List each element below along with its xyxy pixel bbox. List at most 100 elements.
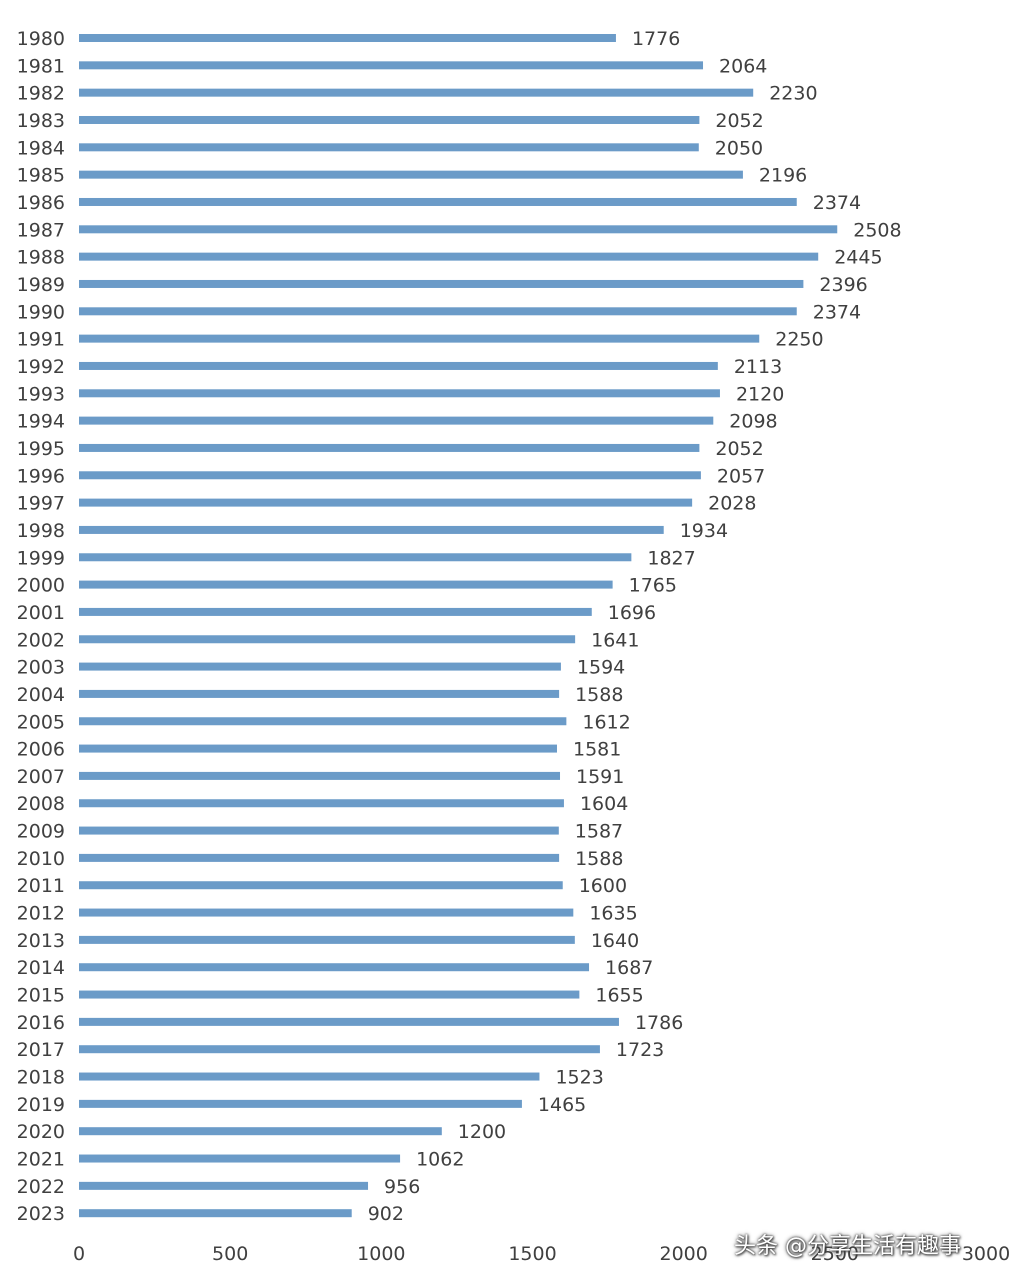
bar: [79, 853, 560, 862]
category-label: 2018: [17, 1067, 65, 1089]
category-label: 2017: [17, 1039, 65, 1061]
data-label: 2028: [708, 493, 756, 515]
bar: [79, 197, 797, 206]
data-label: 2052: [715, 438, 763, 460]
data-label: 2196: [759, 165, 807, 187]
bar: [79, 1072, 540, 1081]
data-label: 2050: [715, 137, 763, 159]
bar: [79, 225, 838, 234]
data-label: 1591: [576, 766, 624, 788]
bar: [79, 525, 664, 534]
category-label: 2005: [17, 711, 65, 733]
category-label: 1992: [17, 356, 65, 378]
bar: [79, 443, 700, 452]
bar: [79, 908, 574, 917]
category-label: 1996: [17, 465, 65, 487]
data-label: 1655: [595, 985, 643, 1007]
category-label: 1990: [17, 301, 65, 323]
category-label: 1989: [17, 274, 65, 296]
category-label: 2014: [17, 957, 65, 979]
bar: [79, 34, 616, 42]
category-label: 1988: [17, 247, 65, 269]
data-label: 902: [368, 1203, 404, 1225]
data-label: 1587: [575, 821, 623, 843]
category-label: 2021: [17, 1149, 65, 1171]
data-label: 1588: [575, 848, 623, 870]
bar: [79, 607, 592, 616]
category-label: 1995: [17, 438, 65, 460]
data-label: 1604: [580, 793, 628, 815]
category-label: 2019: [17, 1094, 65, 1116]
category-label: 2013: [17, 930, 65, 952]
category-label: 1987: [17, 219, 65, 241]
data-label: 1641: [591, 629, 639, 651]
x-tick-label: 500: [212, 1243, 248, 1265]
bar: [79, 963, 590, 972]
data-label: 1934: [680, 520, 728, 542]
data-label: 1062: [416, 1149, 464, 1171]
data-label: 1723: [616, 1039, 664, 1061]
data-label: 2052: [715, 110, 763, 132]
bar: [79, 799, 564, 808]
bar: [79, 143, 699, 152]
category-label: 1985: [17, 165, 65, 187]
bar: [79, 826, 559, 835]
data-label: 956: [384, 1176, 420, 1198]
data-label: 1765: [629, 575, 677, 597]
bar: [79, 88, 754, 97]
bar: [79, 935, 575, 944]
bar: [79, 717, 567, 726]
bar: [79, 689, 560, 698]
bar: [79, 279, 804, 288]
bar: [79, 635, 576, 644]
bar: [79, 115, 700, 124]
category-label: 2008: [17, 793, 65, 815]
data-label: 1594: [577, 657, 625, 679]
category-label: 1998: [17, 520, 65, 542]
bar: [79, 416, 714, 425]
data-label: 1200: [458, 1121, 506, 1143]
category-label: 2010: [17, 848, 65, 870]
data-label: 1523: [555, 1067, 603, 1089]
category-label: 2011: [17, 875, 65, 897]
category-label: 2002: [17, 629, 65, 651]
bar: [79, 1099, 522, 1108]
bar: [79, 1181, 369, 1190]
category-label: 1981: [17, 55, 65, 77]
bar: [79, 471, 701, 480]
category-label: 2022: [17, 1176, 65, 1198]
category-label: 2009: [17, 821, 65, 843]
data-label: 2064: [719, 55, 767, 77]
bar: [79, 361, 718, 370]
category-label: 2007: [17, 766, 65, 788]
data-label: 2396: [819, 274, 867, 296]
category-label: 2023: [17, 1203, 65, 1225]
bar: [79, 553, 632, 562]
category-label: 2003: [17, 657, 65, 679]
bar: [79, 881, 563, 890]
category-label: 2016: [17, 1012, 65, 1034]
data-label: 1687: [605, 957, 653, 979]
bar: [79, 744, 557, 753]
category-label: 1983: [17, 110, 65, 132]
category-label: 1980: [17, 28, 65, 50]
category-label: 2006: [17, 739, 65, 761]
category-label: 2004: [17, 684, 65, 706]
data-label: 1612: [582, 711, 630, 733]
data-label: 2230: [769, 83, 817, 105]
bar: [79, 771, 561, 780]
x-tick-label: 0: [73, 1243, 85, 1265]
category-label: 1986: [17, 192, 65, 214]
bar: [79, 1154, 401, 1163]
data-label: 2250: [775, 329, 823, 351]
data-label: 1600: [579, 875, 627, 897]
x-tick-label: 2500: [811, 1243, 859, 1265]
data-label: 1786: [635, 1012, 683, 1034]
bar: [79, 498, 693, 507]
data-label: 1640: [591, 930, 639, 952]
bar: [79, 580, 613, 589]
category-label: 1993: [17, 383, 65, 405]
data-label: 1696: [608, 602, 656, 624]
